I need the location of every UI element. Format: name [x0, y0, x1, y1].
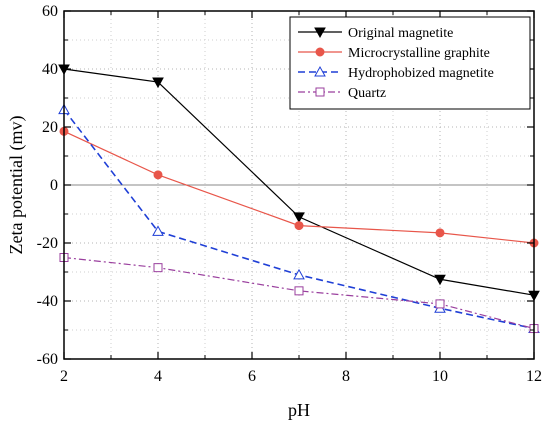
series-1-point-1 [153, 170, 163, 180]
y-tick-label: 0 [50, 177, 58, 194]
series-0-point-2 [293, 212, 305, 223]
legend-label-0: Original magnetite [348, 26, 453, 41]
series-2-point-1 [152, 225, 164, 236]
series-legend-2-point-0 [314, 65, 326, 77]
y-axis-label: Zeta potential (mv) [6, 116, 27, 255]
legend-label-2: Hydrophobized magnetite [348, 66, 494, 81]
series-0-point-3 [434, 274, 446, 286]
series-1-point-2 [294, 221, 304, 231]
x-tick-label: 2 [60, 368, 68, 385]
axes [63, 10, 535, 360]
x-tick-label: 4 [154, 368, 162, 385]
series-2-point-2 [293, 268, 305, 280]
series-1-point-3 [435, 228, 445, 238]
legend: Original magnetite Microcrystalline graph… [289, 16, 531, 110]
series-3-point-2 [294, 286, 304, 296]
y-tick-label: 60 [42, 3, 58, 20]
legend-item-0: Original magnetite [298, 26, 453, 41]
series-3 [59, 253, 539, 334]
legend-item-1: Microcrystalline graphite [298, 46, 490, 61]
series-3-point-3 [435, 299, 445, 309]
legend-label-1: Microcrystalline graphite [348, 46, 490, 61]
tick-labels: 2 4 6 8 10 12 -60 -40 -20 0 20 40 60 [37, 3, 542, 385]
y-tick-label: 40 [42, 61, 58, 78]
series-1 [59, 126, 539, 248]
series-3-point-1 [153, 263, 163, 273]
legend-item-2: Hydrophobized magnetite [298, 65, 494, 81]
x-tick-label: 10 [432, 368, 448, 385]
series-0-point-1 [152, 77, 164, 89]
series-legend-0-point-0 [314, 27, 326, 39]
y-tick-label: 20 [42, 119, 58, 136]
x-axis-label: pH [288, 400, 310, 420]
x-tick-label: 12 [526, 368, 542, 385]
x-tick-label: 6 [248, 368, 256, 385]
legend-label-3: Quartz [348, 86, 386, 101]
series-3-line [63, 256, 535, 330]
y-tick-label: -20 [37, 235, 58, 252]
series-group [58, 64, 540, 334]
y-tick-label: -60 [37, 351, 58, 368]
legend-item-3: Quartz [298, 86, 386, 101]
y-tick-label: -40 [37, 293, 58, 310]
series-legend-1-point-0 [315, 47, 325, 57]
series-legend-3-point-0 [315, 87, 325, 97]
x-tick-label: 8 [342, 368, 350, 385]
